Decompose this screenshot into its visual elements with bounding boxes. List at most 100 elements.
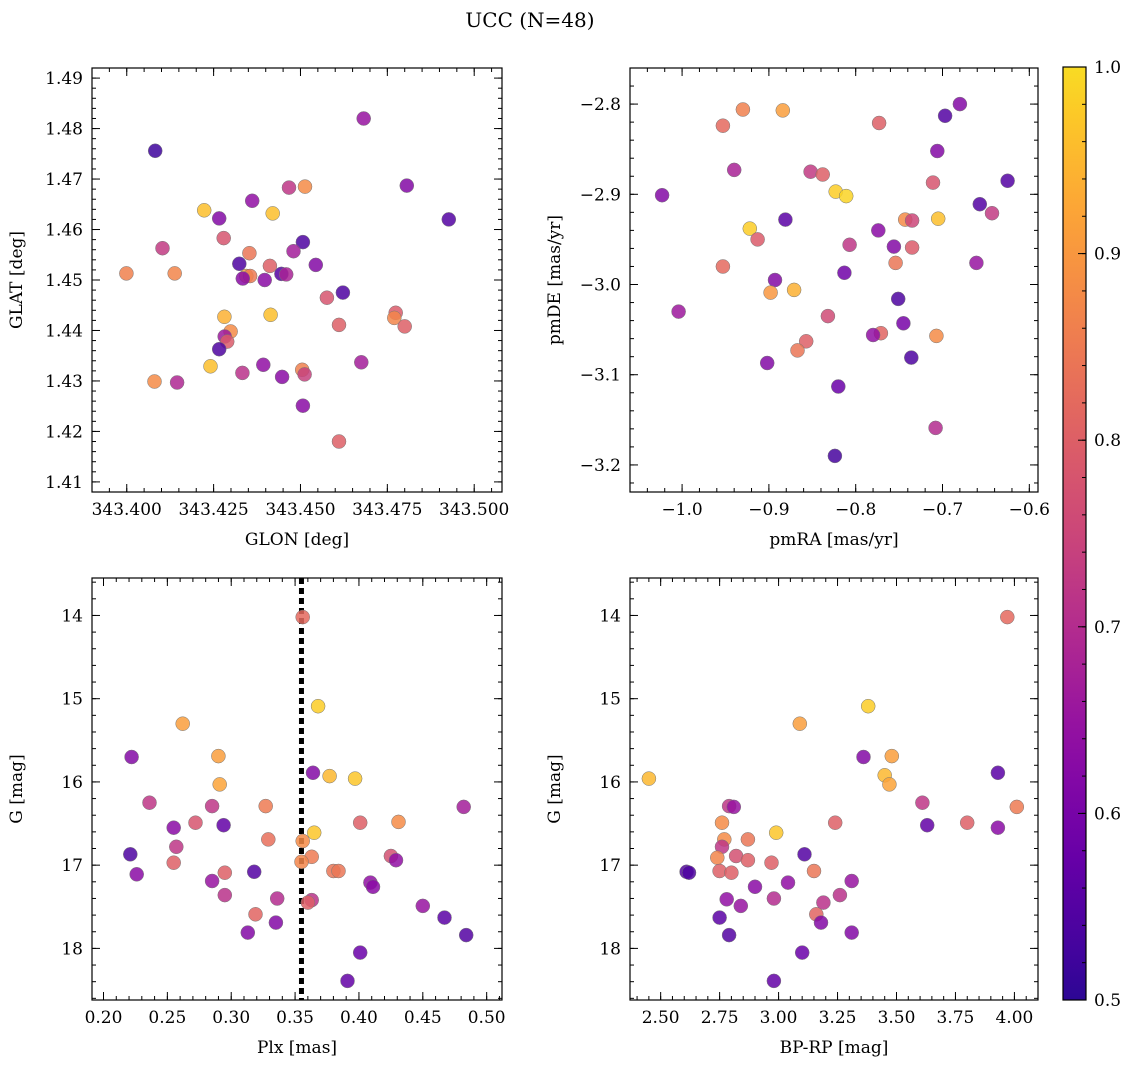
- scatter-point: [813, 915, 829, 930]
- y-tick-label: −2.8: [580, 95, 621, 115]
- scatter-point: [269, 891, 285, 906]
- scatter-point: [261, 832, 276, 847]
- x-axis-label: Plx [mas]: [257, 1038, 337, 1058]
- scatter-point: [671, 304, 686, 319]
- y-tick-label: 1.41: [45, 473, 83, 493]
- scatter-point: [759, 355, 775, 371]
- scatter-points: [123, 609, 474, 989]
- y-tick-label: 18: [61, 939, 83, 959]
- scatter-point: [129, 867, 144, 882]
- scatter-point: [747, 879, 763, 895]
- scatter-point: [263, 307, 278, 323]
- axes-frame: [91, 67, 503, 493]
- scatter-point: [265, 206, 280, 221]
- x-tick-label: −0.8: [835, 500, 876, 520]
- y-tick-label: 1.48: [45, 120, 83, 140]
- scatter-point: [726, 799, 742, 815]
- scatter-point: [295, 833, 310, 849]
- scatter-point: [816, 895, 831, 910]
- scatter-point: [766, 891, 782, 906]
- y-tick-label: 1.44: [45, 321, 83, 341]
- y-tick-label: 1.49: [45, 69, 83, 89]
- scatter-point: [256, 357, 271, 373]
- x-tick-label: 343.425: [178, 500, 248, 520]
- y-tick-label: 1.42: [45, 422, 83, 442]
- scatter-points: [119, 111, 457, 449]
- scatter-point: [959, 815, 975, 830]
- y-tick-label: 16: [599, 773, 621, 793]
- scatter-point: [764, 855, 779, 870]
- axes-frame: [629, 67, 1039, 493]
- axis-ticks: [91, 67, 502, 493]
- x-tick-label: 0.50: [468, 1008, 506, 1028]
- scatter-point: [319, 290, 335, 305]
- scatter-point: [257, 272, 272, 288]
- scatter-point: [984, 205, 1000, 221]
- scatter-point: [274, 369, 290, 385]
- x-tick-label: 0.25: [148, 1008, 186, 1028]
- scatter-point: [175, 716, 190, 731]
- scatter-point: [882, 777, 897, 792]
- scatter-point: [281, 180, 297, 195]
- scatter-point: [712, 910, 727, 925]
- scatter-point: [155, 240, 170, 256]
- scatter-point: [641, 771, 657, 786]
- x-tick-label: 3.50: [878, 1008, 916, 1028]
- x-tick-label: 0.45: [404, 1008, 442, 1028]
- y-tick-label: −3.2: [580, 456, 621, 476]
- scatter-point: [820, 308, 836, 324]
- scatter-point: [119, 266, 134, 281]
- x-tick-label: 343.450: [265, 500, 335, 520]
- y-tick-label: 15: [61, 690, 83, 710]
- scatter-point: [904, 240, 920, 255]
- x-tick-label: −0.6: [1009, 500, 1050, 520]
- scatter-point: [232, 256, 247, 272]
- y-tick-label: 16: [61, 773, 83, 793]
- scatter-point: [166, 820, 181, 835]
- scatter-point: [142, 795, 157, 810]
- scatter-point: [952, 96, 968, 112]
- y-tick-label: 14: [599, 606, 621, 626]
- scatter-point: [778, 212, 793, 227]
- scatter-point: [750, 232, 765, 247]
- colorbar-tick-label: 0.5: [1094, 991, 1121, 1011]
- x-tick-label: 343.475: [352, 500, 422, 520]
- colorbar-tick-label: 0.6: [1094, 804, 1121, 824]
- scatter-point: [919, 817, 935, 833]
- scatter-point: [827, 448, 843, 464]
- colorbar-tick-label: 0.9: [1094, 245, 1121, 265]
- scatter-point: [335, 285, 351, 300]
- scatter-point: [388, 852, 404, 868]
- scatter-point: [715, 259, 731, 274]
- scatter-point: [387, 310, 402, 326]
- scatter-point: [211, 341, 227, 357]
- scatter-point: [441, 212, 457, 227]
- colorbar-gradient: [1062, 66, 1087, 1001]
- scatter-point: [331, 317, 347, 333]
- y-axis-label: pmDE [mas/yr]: [545, 215, 565, 345]
- scatter-point: [1009, 799, 1025, 815]
- scatter-point: [169, 839, 184, 855]
- scatter-point: [262, 258, 278, 274]
- y-tick-label: 1.43: [45, 372, 83, 392]
- scatter-point: [681, 865, 697, 880]
- y-axis-label: G [mag]: [545, 754, 565, 823]
- x-tick-label: −0.9: [748, 500, 789, 520]
- scatter-point: [169, 375, 185, 390]
- scatter-point: [904, 350, 919, 365]
- axis-ticks: [92, 578, 502, 1000]
- x-tick-label: 0.30: [212, 1008, 250, 1028]
- scatter-point: [258, 798, 273, 814]
- subplot-1: 343.400 343.425 343.450 343.475 343.500 1.41 1…: [7, 67, 509, 550]
- scatter-point: [742, 221, 758, 236]
- scatter-point: [242, 245, 257, 261]
- y-tick-label: 1.46: [45, 221, 83, 241]
- scatter-point: [884, 748, 900, 764]
- scatter-point: [767, 272, 783, 288]
- scatter-point: [196, 203, 212, 218]
- scatter-point: [278, 267, 294, 282]
- scatter-point: [886, 239, 902, 254]
- scatter-point: [295, 398, 311, 413]
- scatter-point: [763, 285, 778, 300]
- scatter-point: [217, 309, 232, 325]
